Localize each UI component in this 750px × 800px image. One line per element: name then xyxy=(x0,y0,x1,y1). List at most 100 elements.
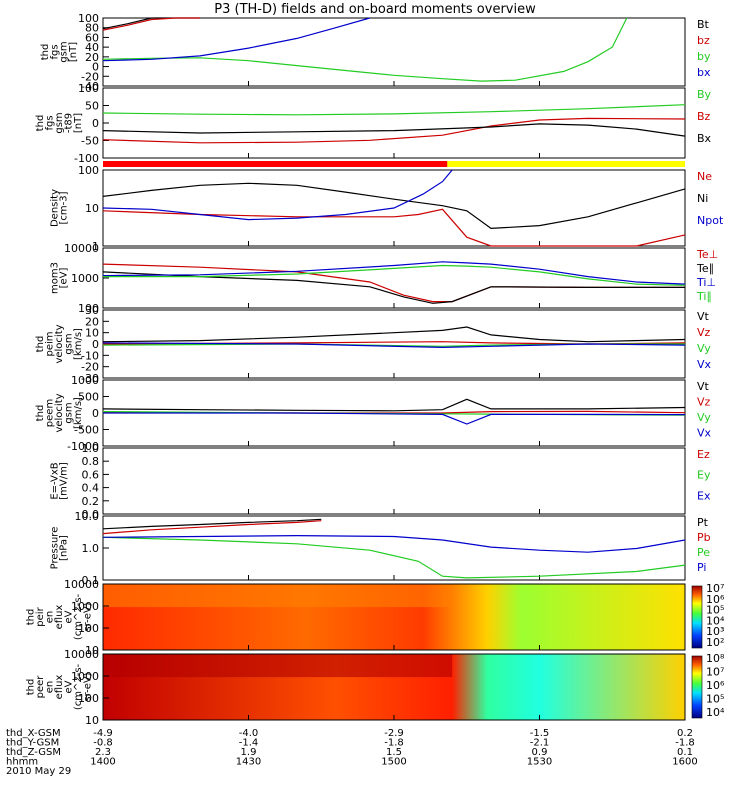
y-tick-label: 0 xyxy=(92,117,99,130)
legend-entry-peim_velocity: Vz xyxy=(697,326,711,339)
footer-value: 1600 xyxy=(672,757,697,768)
colorbar-label: 10⁵ xyxy=(706,693,724,706)
y-tick-label: -20 xyxy=(81,70,99,83)
y-axis-label-density: [cm-3] xyxy=(59,191,70,224)
legend-entry-fgs: bz xyxy=(697,34,710,47)
series-line-density-Ni xyxy=(102,182,686,230)
y-axis-label-fgs: [nT] xyxy=(68,42,79,62)
legend-entry-peim_velocity: Vy xyxy=(697,342,711,355)
legend-entry-pressure: Pt xyxy=(697,516,709,529)
series-line-fgs_minus_t89-Bz xyxy=(102,117,686,144)
y-axis-label-temperature: mom3 xyxy=(49,262,60,294)
legend-entry-pressure: Pe xyxy=(697,546,710,559)
series-line-fgs_minus_t89-By xyxy=(102,104,686,116)
footer-value: 1.5 xyxy=(386,747,402,758)
series-line-pressure-Pt xyxy=(102,518,322,530)
footer-row-label: thd_Z-GSM xyxy=(6,747,61,758)
y-tick-label: 1000 xyxy=(71,272,99,285)
footer-value: -2.9 xyxy=(384,728,404,739)
footer-value: -1.4 xyxy=(239,738,259,749)
y-axis-label-peem_velocity: thd xyxy=(35,405,46,422)
colorbar-label: 10³ xyxy=(706,625,724,638)
legend-entry-temperature: Ti⊥ xyxy=(696,276,716,289)
legend-entry-density: Ne xyxy=(697,170,712,183)
y-tick-label: 10000 xyxy=(64,648,99,661)
y-tick-label: 100 xyxy=(78,622,99,635)
colorbar-label: 10⁶ xyxy=(706,679,725,692)
y-axis-label-peir_spectrogram: (cm^2-s- xyxy=(73,593,84,640)
spectrogram-band-peer_spectrogram xyxy=(103,654,453,678)
colorbar-label: 10² xyxy=(706,636,724,649)
footer-row-label: hhmm xyxy=(6,757,38,768)
y-axis-label-peem_velocity: gsm xyxy=(63,402,74,423)
series-line-pressure-Pe xyxy=(102,536,686,579)
legend-entry-peem_velocity: Vz xyxy=(697,396,711,409)
y-axis-label-peer_spectrogram: eV xyxy=(63,680,74,693)
footer-value: 1430 xyxy=(236,757,261,768)
legend-entry-pressure: Pi xyxy=(697,561,706,574)
series-line-density-Npot xyxy=(102,169,453,221)
y-axis-label-peim_velocity: thd xyxy=(35,336,46,353)
y-axis-label-peer_spectrogram: en xyxy=(45,681,56,694)
colorbar-label: 10⁴ xyxy=(706,706,725,719)
legend-entry-temperature: Te∥ xyxy=(696,262,714,275)
series-line-fgs-bx xyxy=(102,17,370,62)
y-tick-label: 30 xyxy=(85,304,99,317)
y-tick-label: 0.2 xyxy=(82,495,100,508)
legend-entry-fgs_minus_t89: Bz xyxy=(697,110,711,123)
y-tick-label: 0.6 xyxy=(82,468,100,481)
y-tick-label: 100 xyxy=(78,302,99,315)
y-axis-label-peir_spectrogram: eV xyxy=(63,610,74,623)
footer-value: -4.0 xyxy=(239,728,259,739)
legend-entry-temperature: Ti∥ xyxy=(696,290,712,303)
colorbar-label: 10⁷ xyxy=(706,666,724,679)
y-tick-label: 100 xyxy=(78,692,99,705)
y-axis-label-peim_velocity: peim xyxy=(45,331,56,356)
colorbar-peer_spectrogram xyxy=(691,655,703,719)
y-axis-label-peir_spectrogram: peir xyxy=(35,606,46,626)
legend-entry-density: Npot xyxy=(697,214,724,227)
footer-row-label: thd_X-GSM xyxy=(6,728,61,739)
y-axis-label-peer_spectrogram: (cm^2-s- xyxy=(73,663,84,710)
y-tick-label: 1 xyxy=(92,240,99,253)
series-line-peim_velocity-Vt xyxy=(102,326,686,343)
footer-value: 0.9 xyxy=(532,747,548,758)
y-tick-label: 40 xyxy=(85,41,99,54)
y-tick-label: 0.8 xyxy=(82,455,100,468)
y-axis-label-peem_velocity: velocity xyxy=(54,393,65,432)
y-axis-label-temperature: [eV] xyxy=(59,268,70,289)
colorbar-label: 10⁴ xyxy=(706,614,725,627)
y-tick-label: 10 xyxy=(85,714,99,727)
y-tick-label: -1000 xyxy=(67,440,99,453)
y-tick-label: 0.0 xyxy=(82,508,100,521)
y-axis-label-fgs_minus_t89: [nT] xyxy=(73,113,84,133)
y-axis-label-pressure: Pressure xyxy=(49,527,60,570)
legend-entry-peem_velocity: Vy xyxy=(697,411,711,424)
y-tick-label: 0 xyxy=(92,338,99,351)
y-tick-label: 1000 xyxy=(71,600,99,613)
y-axis-label-pressure: [nPa] xyxy=(59,535,70,561)
footer-value: -1.8 xyxy=(675,738,695,749)
y-tick-label: 1.0 xyxy=(82,442,100,455)
colorbar-label: 10⁸ xyxy=(706,652,725,665)
legend-entry-peim_velocity: Vx xyxy=(697,358,712,371)
panel-frame-fgs_minus_t89 xyxy=(102,87,686,159)
colorbar-label: 10⁶ xyxy=(706,593,725,606)
y-axis-label-peer_spectrogram: sr-eV) xyxy=(82,672,93,701)
footer-value: 0.2 xyxy=(677,728,693,739)
y-axis-label-efield: [mV/m] xyxy=(59,462,70,500)
y-tick-label: 20 xyxy=(85,51,99,64)
y-axis-label-peim_velocity: velocity xyxy=(54,324,65,363)
y-tick-label: -40 xyxy=(81,80,99,93)
mode-bar-segment xyxy=(447,161,685,167)
series-line-temperature-Te∥ xyxy=(102,271,685,304)
legend-entry-efield: Ey xyxy=(697,469,711,482)
y-tick-label: -20 xyxy=(81,361,99,374)
series-line-fgs_minus_t89-Bx xyxy=(102,123,686,137)
y-tick-label: 20 xyxy=(85,315,99,328)
y-axis-label-peer_spectrogram: eflux xyxy=(54,675,65,700)
y-axis-label-fgs_minus_t89: thd xyxy=(35,115,46,132)
series-line-temperature-Te⊥ xyxy=(102,263,685,303)
colorbar-label: 10⁵ xyxy=(706,604,724,617)
